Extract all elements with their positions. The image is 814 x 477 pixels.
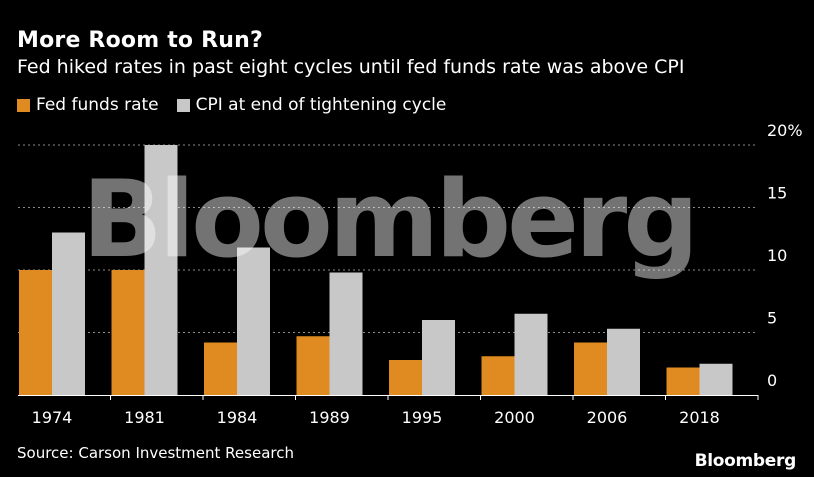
bar-cpi <box>514 313 548 395</box>
bar-cpi <box>607 328 640 395</box>
bar-cpi <box>422 320 455 395</box>
legend-swatch-fed <box>17 98 30 112</box>
bar-cpi <box>237 247 270 395</box>
bar-cpi <box>329 272 363 395</box>
y-tick-label: 10 <box>767 246 787 265</box>
x-tick-label: 1984 <box>217 408 258 427</box>
y-tick-label: 15 <box>767 184 787 203</box>
legend: Fed funds rate CPI at end of tightening … <box>17 95 464 115</box>
chart-title: More Room to Run? <box>17 28 263 53</box>
y-tick-label: 0 <box>767 371 777 390</box>
bar-cpi <box>144 145 178 395</box>
bar-cpi <box>52 232 85 395</box>
bar-fed-funds <box>481 356 515 395</box>
x-tick-label: 2000 <box>494 408 535 427</box>
x-tick-label: 1995 <box>402 408 443 427</box>
bar-fed-funds <box>574 342 607 395</box>
legend-swatch-cpi <box>176 98 190 112</box>
bar-fed-funds <box>204 342 237 395</box>
bloomberg-logo: Bloomberg <box>694 451 797 471</box>
bar-fed-funds <box>111 270 145 395</box>
chart-subtitle: Fed hiked rates in past eight cycles unt… <box>17 56 685 78</box>
y-tick-label: 5 <box>767 309 777 328</box>
x-tick-label: 1974 <box>32 408 73 427</box>
bar-fed-funds <box>389 360 422 395</box>
x-tick-label: 1989 <box>309 408 350 427</box>
bar-fed-funds <box>19 270 52 395</box>
legend-label-fed: Fed funds rate <box>36 95 159 115</box>
bar-fed-funds <box>296 336 330 395</box>
bar-cpi <box>699 363 733 395</box>
legend-item-fed: Fed funds rate <box>17 95 159 115</box>
y-tick-label: 20% <box>767 121 803 140</box>
legend-label-cpi: CPI at end of tightening cycle <box>195 95 447 115</box>
bar-fed-funds <box>666 367 700 395</box>
x-tick-label: 1981 <box>124 408 165 427</box>
legend-item-cpi: CPI at end of tightening cycle <box>176 95 447 115</box>
x-tick-label: 2006 <box>587 408 628 427</box>
source-note: Source: Carson Investment Research <box>17 444 294 462</box>
x-tick-label: 2018 <box>679 408 720 427</box>
